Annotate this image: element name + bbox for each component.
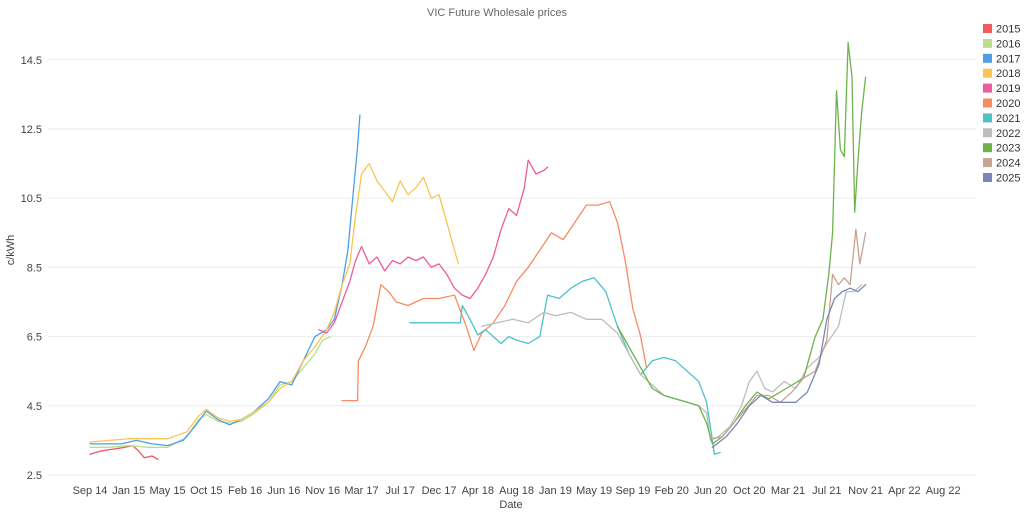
legend-label[interactable]: 2024 (996, 158, 1020, 170)
y-tick-label: 2.5 (27, 470, 42, 482)
x-tick-label: Jan 19 (539, 485, 572, 497)
x-tick-label: Aug 22 (926, 485, 961, 497)
series-line-2016 (89, 335, 332, 448)
x-axis-title: Date (499, 499, 522, 511)
y-axis-ticks: 2.5 4.5 6.5 8.5 10.5 12.5 14.5 (21, 55, 42, 482)
series-line-2025 (711, 284, 867, 448)
x-tick-label: Apr 22 (888, 485, 920, 497)
x-tick-label: Dec 17 (422, 485, 457, 497)
x-tick-label: Mar 17 (344, 485, 378, 497)
legend-swatch[interactable] (983, 143, 992, 153)
x-tick-label: Mar 21 (771, 485, 805, 497)
x-tick-label: Jun 20 (694, 485, 727, 497)
legend-label[interactable]: 2019 (996, 83, 1020, 95)
legend-label[interactable]: 2017 (996, 53, 1020, 65)
x-tick-label: Jul 21 (812, 485, 841, 497)
x-tick-label: Apr 18 (462, 485, 494, 497)
legend-swatch[interactable] (983, 83, 992, 93)
grid (48, 59, 976, 476)
legend-label[interactable]: 2023 (996, 143, 1020, 155)
series-line-2018 (89, 162, 460, 443)
y-tick-label: 4.5 (27, 401, 42, 413)
x-tick-label: Jun 16 (267, 485, 300, 497)
series-lines (89, 41, 867, 461)
x-tick-label: Aug 18 (499, 485, 534, 497)
x-tick-label: Nov 21 (848, 485, 883, 497)
series-line-2022 (481, 284, 863, 442)
y-tick-label: 8.5 (27, 262, 42, 274)
legend-swatch[interactable] (983, 158, 992, 168)
series-line-2017 (89, 114, 361, 447)
legend-label[interactable]: 2018 (996, 68, 1020, 80)
legend-label[interactable]: 2016 (996, 38, 1020, 50)
y-tick-label: 10.5 (21, 193, 42, 205)
legend-swatch[interactable] (983, 113, 992, 123)
x-tick-label: Nov 16 (305, 485, 340, 497)
legend-swatch[interactable] (983, 128, 992, 138)
legend-swatch[interactable] (983, 38, 992, 48)
series-line-2021 (409, 277, 721, 455)
chart-title: VIC Future Wholesale prices (427, 7, 567, 19)
x-tick-label: Sep 14 (73, 485, 108, 497)
x-tick-label: Oct 20 (733, 485, 765, 497)
series-line-2020 (341, 201, 648, 402)
x-tick-label: Jan 15 (112, 485, 145, 497)
legend-label[interactable]: 2025 (996, 173, 1020, 185)
legend-label[interactable]: 2020 (996, 98, 1020, 110)
x-tick-label: Oct 15 (190, 485, 222, 497)
legend: 2015 2016 2017 2018 2019 2020 2021 2022 2023 2024… (983, 24, 1020, 185)
x-tick-label: Jul 17 (386, 485, 415, 497)
legend-swatch[interactable] (983, 24, 992, 33)
x-tick-label: Sep 19 (615, 485, 650, 497)
y-tick-label: 14.5 (21, 55, 42, 67)
legend-swatch[interactable] (983, 98, 992, 108)
x-tick-label: May 15 (150, 485, 186, 497)
legend-swatch[interactable] (983, 68, 992, 78)
x-tick-label: May 19 (576, 485, 612, 497)
y-tick-label: 6.5 (27, 332, 42, 344)
x-axis-ticks: Sep 14 Jan 15 May 15 Oct 15 Feb 16 Jun 16 Nov … (73, 485, 961, 497)
legend-label[interactable]: 2021 (996, 113, 1020, 125)
legend-label[interactable]: 2015 (996, 24, 1020, 36)
series-line-2019 (318, 159, 549, 334)
x-tick-label: Feb 16 (228, 485, 262, 497)
series-line-2024 (709, 228, 867, 440)
legend-label[interactable]: 2022 (996, 128, 1020, 140)
series-line-2023 (616, 41, 867, 445)
x-tick-label: Feb 20 (655, 485, 689, 497)
y-axis-title: c/kWh (5, 235, 17, 266)
legend-swatch[interactable] (983, 53, 992, 63)
legend-swatch[interactable] (983, 173, 992, 182)
y-tick-label: 12.5 (21, 124, 42, 136)
